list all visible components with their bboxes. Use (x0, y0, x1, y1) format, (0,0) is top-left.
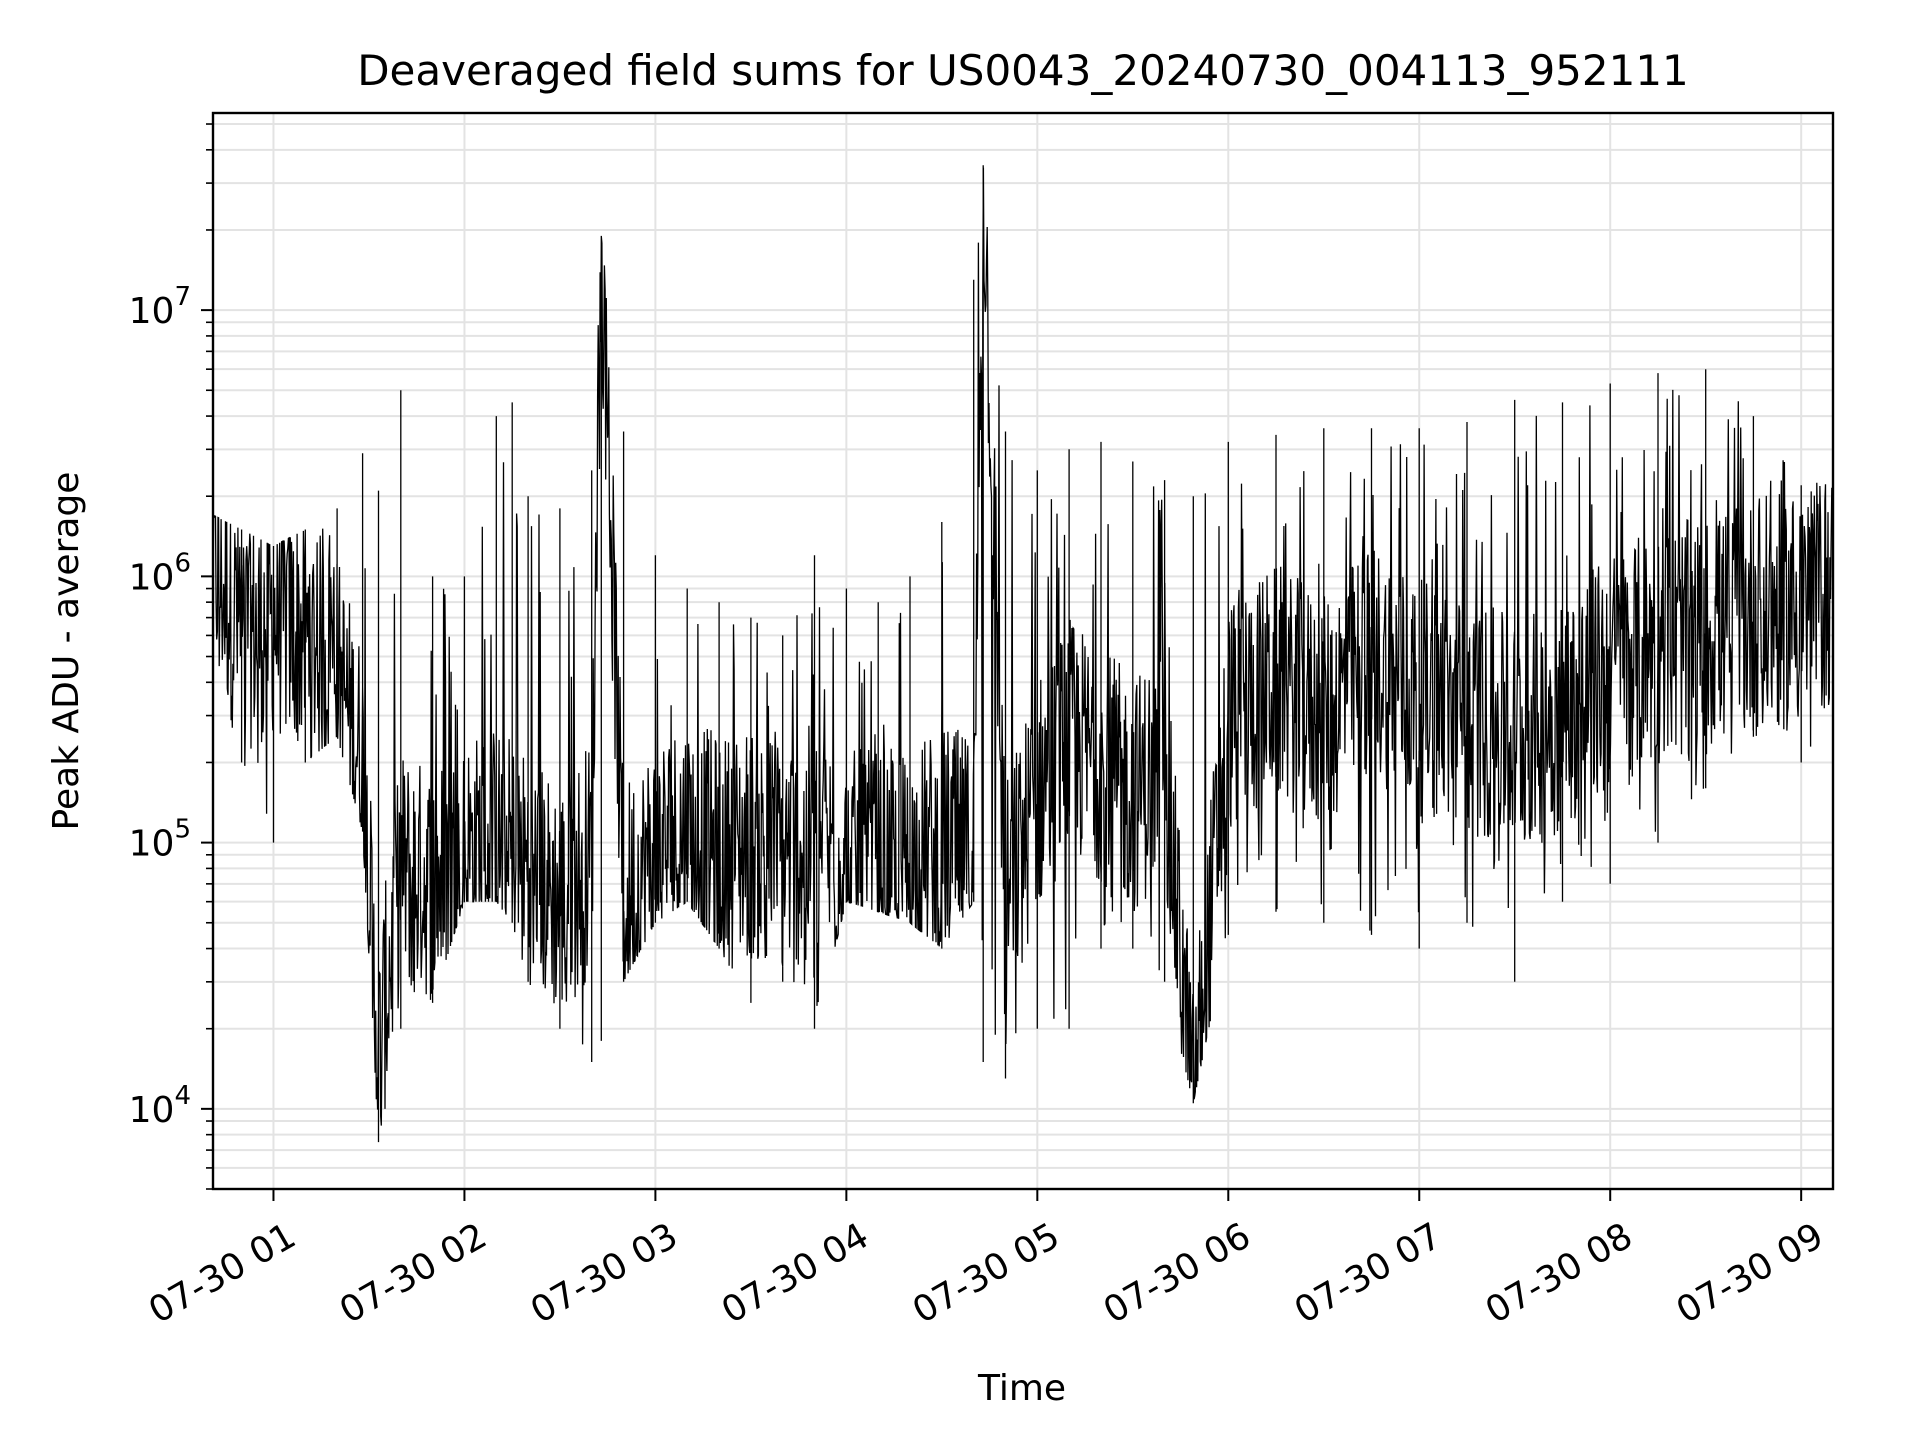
y-tick-exponent: 4 (174, 1081, 191, 1111)
data-series (213, 165, 1833, 1143)
y-tick-label: 105 (129, 815, 191, 865)
y-tick-base: 10 (129, 824, 175, 865)
y-tick-exponent: 6 (174, 548, 191, 578)
y-tick-exponent: 7 (174, 282, 191, 312)
y-tick-label: 107 (129, 282, 191, 332)
y-tick-label: 104 (129, 1081, 191, 1131)
x-axis-label: Time (977, 1368, 1066, 1409)
y-axis-label: Peak ADU - average (46, 472, 87, 831)
y-tick-base: 10 (129, 291, 175, 332)
plot-frame (211, 111, 1835, 1191)
y-tick-base: 10 (129, 1090, 175, 1131)
series-line (213, 165, 1833, 1143)
y-tick-label: 106 (129, 548, 191, 598)
y-tick-exponent: 5 (174, 815, 191, 845)
y-tick-base: 10 (129, 557, 175, 598)
chart-title: Deaveraged field sums for US0043_2024073… (357, 46, 1689, 95)
